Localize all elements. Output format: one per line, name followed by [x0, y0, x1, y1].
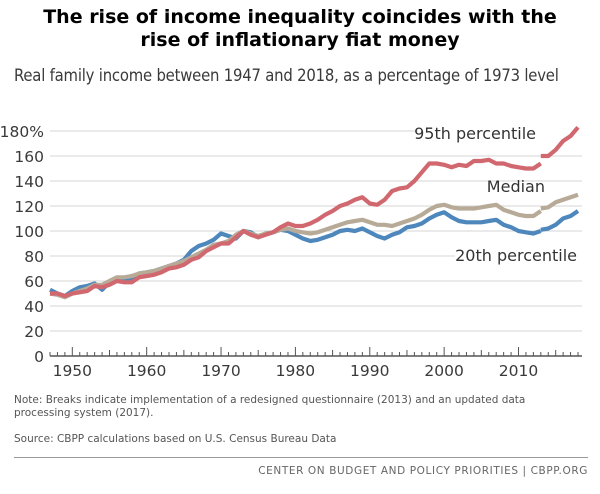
chart-source: Source: CBPP calculations based on U.S. … — [14, 433, 337, 445]
chart-title: The rise of income inequality coincides … — [0, 6, 600, 52]
y-tick-label: 120 — [14, 198, 44, 216]
x-axis: 1950 1960 1970 1980 1990 2000 2010 — [49, 347, 582, 380]
x-tick-label: 1960 — [127, 362, 166, 380]
x-tick-label: 2000 — [424, 362, 463, 380]
y-tick-label: 100 — [14, 223, 44, 241]
y-tick-label: 80 — [24, 248, 44, 266]
y-axis: 0 20 40 60 80 100 120 140 160 180% — [0, 123, 44, 366]
label-20th-percentile: 20th percentile — [455, 246, 577, 265]
y-tick-label: 0 — [34, 348, 44, 366]
label-median: Median — [487, 177, 545, 196]
y-tick-label: 20 — [24, 323, 44, 341]
series-line-20th-percentile — [540, 209, 580, 232]
title-line-2: rise of inflationary fiat money — [140, 29, 460, 51]
y-tick-label: 140 — [14, 173, 44, 191]
title-line-1: The rise of income inequality coincides … — [43, 6, 557, 28]
series-labels: 95th percentile Median 20th percentile — [414, 124, 577, 265]
footer-credit: CENTER ON BUDGET AND POLICY PRIORITIES |… — [258, 465, 588, 477]
series-line-95th-percentile — [50, 157, 542, 299]
x-tick-label: 1950 — [53, 362, 92, 380]
y-tick-label: 180% — [0, 123, 44, 141]
series-line-20th-percentile — [49, 210, 542, 299]
gridlines — [50, 130, 582, 332]
y-tick-label: 40 — [24, 298, 44, 316]
chart-note: Note: Breaks indicate implementation of … — [14, 394, 526, 419]
x-tick-label: 1990 — [350, 362, 389, 380]
x-tick-label: 1980 — [276, 362, 315, 380]
series-lines — [49, 125, 580, 300]
chart-subtitle: Real family income between 1947 and 2018… — [14, 66, 559, 85]
series-line-median — [49, 202, 542, 300]
series-line-95th-percentile — [540, 125, 580, 159]
y-tick-label: 60 — [24, 273, 44, 291]
x-tick-label: 1970 — [201, 362, 240, 380]
x-tick-label: 2010 — [499, 362, 538, 380]
y-tick-label: 160 — [14, 148, 44, 166]
series-line-median — [540, 192, 579, 211]
footer-divider — [14, 457, 588, 458]
label-95th-percentile: 95th percentile — [414, 124, 536, 143]
